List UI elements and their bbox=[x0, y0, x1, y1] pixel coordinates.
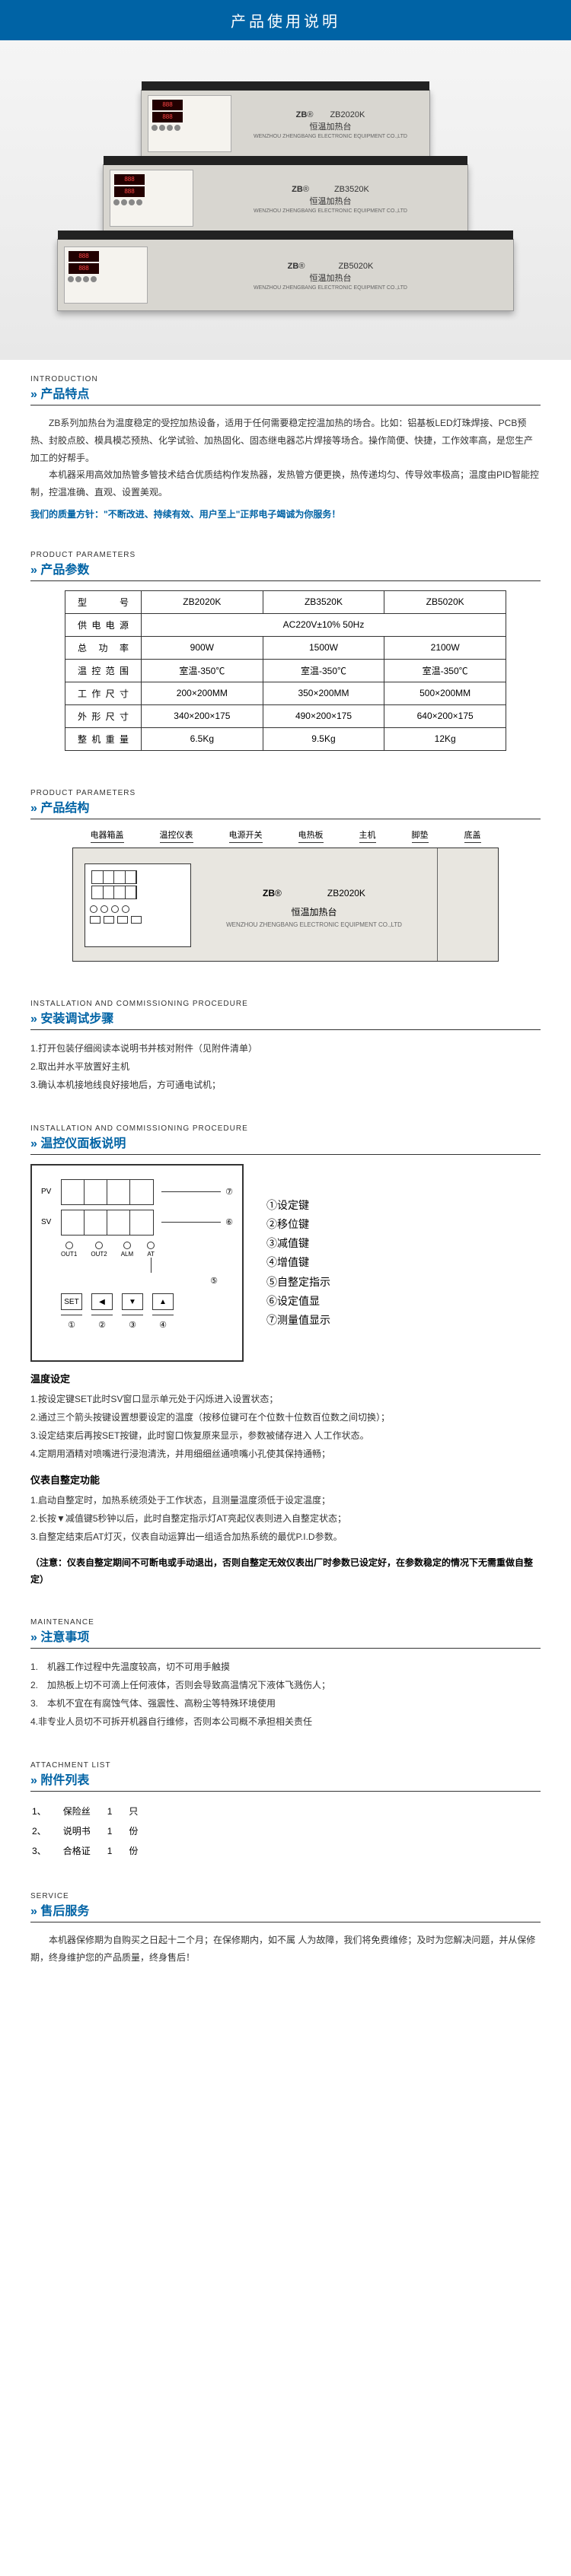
section-attach: ATTACHMENT LIST 附件列表 1、保险丝1只 2、说明书1份 3、合… bbox=[0, 1746, 571, 1877]
led-display: 888 bbox=[152, 100, 183, 110]
panel-legend: ①设定键 ②移位键 ③减值键 ④增值键 ⑤自整定指示 ⑥设定值显 ⑦测量值显示 bbox=[266, 1196, 330, 1330]
section-structure: PRODUCT PARAMETERS 产品结构 电器箱盖 温控仪表 电源开关 电… bbox=[0, 774, 571, 984]
header-title: 产品使用说明 bbox=[231, 14, 340, 30]
led-display: 888 bbox=[152, 112, 183, 122]
product-photo: 888 888 ZB® ZB2020K 恒温加热台 WENZHOU ZHENGB… bbox=[0, 40, 571, 360]
auto-head: 仪表自整定功能 bbox=[30, 1472, 541, 1487]
device-panel: 888 888 bbox=[148, 95, 231, 152]
section-panel: INSTALLATION AND COMMISSIONING PROCEDURE… bbox=[0, 1109, 571, 1603]
structure-diagram: 电器箱盖 温控仪表 电源开关 电热板 主机 脚垫 底盖 ZB® ZB2020K … bbox=[72, 828, 499, 962]
intro-p2: 本机器采用高效加热管多管技术结合优质结构作发热器，发热管方便更换，热传递均匀、传… bbox=[30, 466, 541, 501]
device-label: ZB® ZB2020K 恒温加热台 WENZHOU ZHENGBANG ELEC… bbox=[231, 108, 429, 139]
section-maint: MAINTENANCE 注意事项 1. 机器工作过程中先温度较高，切不可用手触摸… bbox=[0, 1603, 571, 1746]
panel-note: （注意：仪表自整定期间不可断电或手动退出，否则自整定无效仪表出厂时参数已设定好，… bbox=[30, 1555, 541, 1588]
intro-p1: ZB系列加热台为温度稳定的受控加热设备，适用于任何需要稳定控温加热的场合。比如：… bbox=[30, 415, 541, 466]
page-header: 产品使用说明 bbox=[0, 0, 571, 40]
title-en: INTRODUCTION bbox=[30, 375, 541, 383]
control-panel-diagram: PV ⑦ SV ⑥ OUT1 OUT2 ALM AT ⑤ SET ◀ ▼ bbox=[30, 1164, 541, 1362]
slogan: 我们的质量方针："不断改进、持续有效、用户至上"正邦电子竭诚为你服务！ bbox=[30, 507, 541, 520]
device-small: 888 888 ZB® ZB2020K 恒温加热台 WENZHOU ZHENGB… bbox=[141, 90, 430, 158]
temp-head: 温度设定 bbox=[30, 1371, 541, 1385]
section-params: PRODUCT PARAMETERS 产品参数 型 号ZB2020KZB3520… bbox=[0, 536, 571, 774]
service-text: 本机器保修期为自购买之日起十二个月；在保修期内，如不属 人为故障，我们将免费维修… bbox=[30, 1932, 541, 1967]
section-install: INSTALLATION AND COMMISSIONING PROCEDURE… bbox=[0, 984, 571, 1109]
section-service: SERVICE 售后服务 本机器保修期为自购买之日起十二个月；在保修期内，如不属… bbox=[0, 1877, 571, 1982]
device-large: 888888 ZB® ZB5020K 恒温加热台 WENZHOU ZHENGBA… bbox=[57, 239, 514, 311]
section-intro: INTRODUCTION 产品特点 ZB系列加热台为温度稳定的受控加热设备，适用… bbox=[0, 360, 571, 536]
diagram-panel bbox=[85, 863, 191, 947]
title-cn: 产品特点 bbox=[30, 383, 541, 405]
device-mid: 888888 ZB® ZB3520K 恒温加热台 WENZHOU ZHENGBA… bbox=[103, 164, 468, 233]
attach-table: 1、保险丝1只 2、说明书1份 3、合格证1份 bbox=[30, 1801, 155, 1862]
spec-table: 型 号ZB2020KZB3520KZB5020K 供电电源AC220V±10% … bbox=[65, 590, 506, 751]
